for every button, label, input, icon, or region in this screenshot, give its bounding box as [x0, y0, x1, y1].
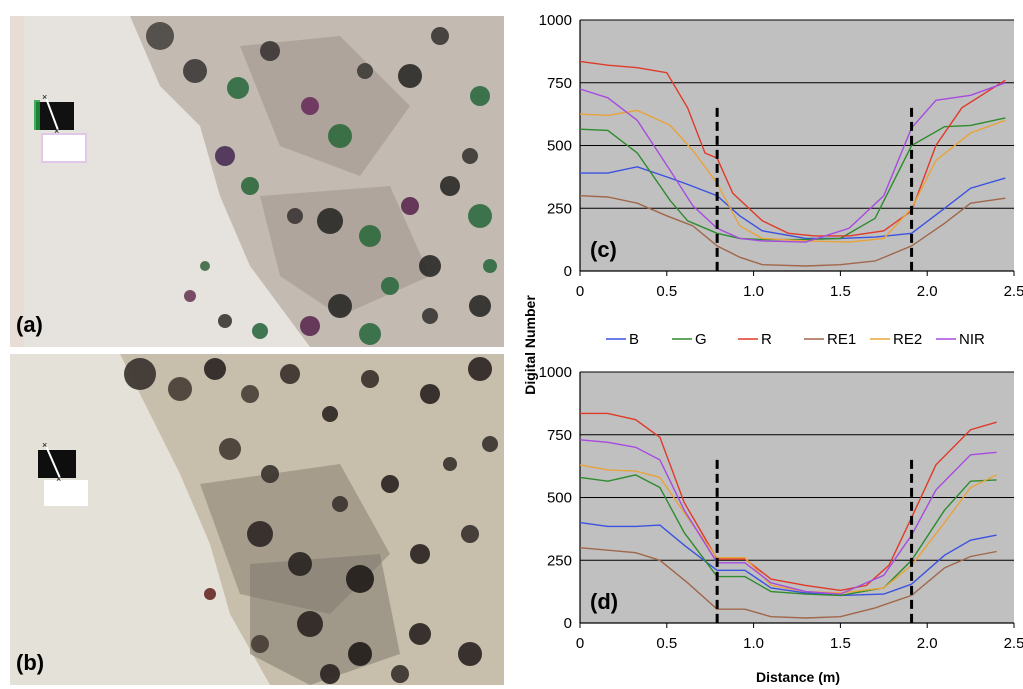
series-line-r [580, 412, 997, 592]
y-tick-label: 250 [547, 552, 572, 569]
legend-label-re1: RE1 [827, 331, 856, 348]
x-tick-label: 1.5 [830, 283, 851, 300]
series-line-re2 [579, 109, 1006, 243]
series-line-re2 [579, 464, 997, 594]
svg-text:×: × [42, 440, 47, 450]
y-tick-label: 500 [547, 138, 572, 155]
y-axis-title: Digital Number [522, 295, 538, 395]
x-tick-label: 0.5 [656, 635, 677, 652]
x-tick-label: 2.5 [1004, 283, 1023, 300]
panel-label-a: (a) [16, 312, 43, 337]
x-tick-label: 2.0 [917, 283, 938, 300]
chart-legend: B G R RE1 RE2 NIR [606, 331, 985, 348]
y-tick-label: 500 [547, 490, 572, 507]
chart-c: 0 250 500 750 1000 0 0.5 1.0 1.5 2.0 2.5 (c) [539, 12, 1023, 300]
y-tick-label: 750 [547, 427, 572, 444]
series-line-re1 [579, 547, 997, 619]
x-tick-label: 2.0 [917, 635, 938, 652]
series-line-b [580, 166, 1006, 240]
aerial-photo-b: × × [10, 354, 504, 685]
x-tick-label: 1.0 [743, 635, 764, 652]
aerial-photo-a: × × [10, 16, 504, 347]
x-axis-title: Distance (m) [756, 669, 840, 685]
svg-text:×: × [42, 92, 47, 102]
legend-label-b: B [629, 331, 639, 348]
chart-d: 0 250 500 750 1000 0 0.5 1.0 1.5 2.0 2.5 (d) [539, 364, 1023, 652]
x-tick-label: 1.5 [830, 635, 851, 652]
legend-label-nir: NIR [959, 331, 985, 348]
x-tick-label: 2.5 [1004, 635, 1023, 652]
panel-label-c: (c) [590, 237, 617, 262]
legend-label-g: G [695, 331, 707, 348]
series-line-g [579, 117, 1006, 241]
series-line-r [579, 60, 1006, 237]
panel-label-d: (d) [590, 589, 618, 614]
series-line-nir [579, 439, 997, 595]
y-tick-label: 1000 [539, 12, 572, 29]
legend-label-r: R [761, 331, 772, 348]
x-tick-label: 0 [576, 283, 584, 300]
y-tick-label: 250 [547, 200, 572, 217]
legend-label-re2: RE2 [893, 331, 922, 348]
svg-text:×: × [54, 126, 59, 136]
x-tick-label: 1.0 [743, 283, 764, 300]
panel-label-b: (b) [16, 650, 45, 675]
y-tick-label: 1000 [539, 364, 572, 381]
series-line-b [579, 521, 997, 597]
svg-text:×: × [56, 474, 61, 484]
series-line-re1 [579, 195, 1006, 267]
series-line-nir [579, 82, 1006, 243]
y-tick-label: 750 [547, 75, 572, 92]
y-tick-label: 0 [564, 615, 572, 632]
y-tick-label: 0 [564, 263, 572, 280]
x-tick-label: 0 [576, 635, 584, 652]
x-tick-label: 0.5 [656, 283, 677, 300]
series-line-g [579, 474, 997, 597]
